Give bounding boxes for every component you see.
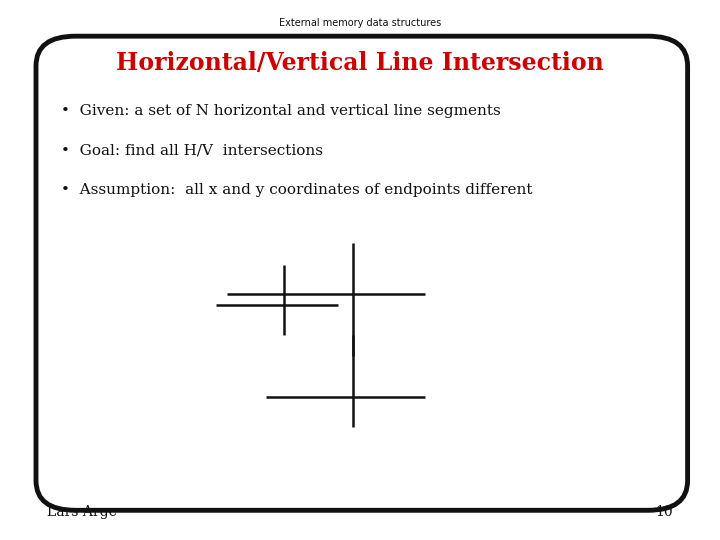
FancyBboxPatch shape — [36, 36, 688, 510]
Text: •  Goal: find all H/V  intersections: • Goal: find all H/V intersections — [61, 143, 323, 157]
Text: 10: 10 — [656, 505, 673, 519]
Text: Horizontal/Vertical Line Intersection: Horizontal/Vertical Line Intersection — [116, 51, 604, 75]
Text: Lars Arge: Lars Arge — [47, 505, 117, 519]
Text: External memory data structures: External memory data structures — [279, 18, 441, 29]
Text: •  Given: a set of N horizontal and vertical line segments: • Given: a set of N horizontal and verti… — [61, 104, 501, 118]
Text: •  Assumption:  all x and y coordinates of endpoints different: • Assumption: all x and y coordinates of… — [61, 183, 533, 197]
